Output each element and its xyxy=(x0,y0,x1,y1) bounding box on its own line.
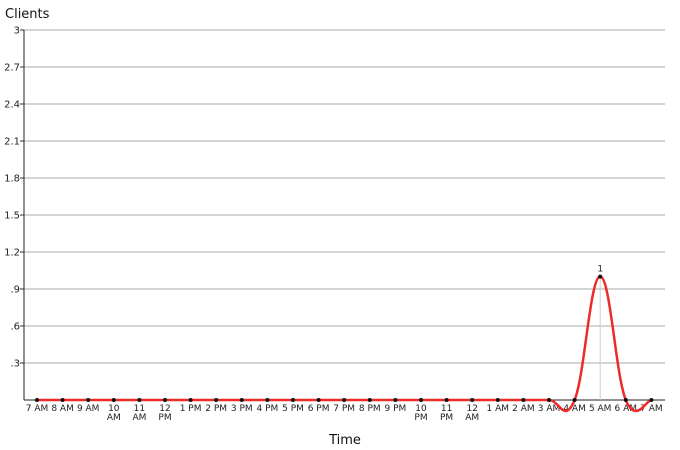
y-tick-label: 3 xyxy=(14,26,20,37)
x-tick-label: 7 AM xyxy=(26,404,49,414)
x-tick-label: 7 AM xyxy=(640,404,663,414)
y-tick-label: 2.7 xyxy=(4,63,20,74)
data-point xyxy=(572,398,577,402)
data-point xyxy=(291,398,295,402)
data-point xyxy=(495,398,500,402)
x-tick-label: 8 PM xyxy=(359,404,381,414)
data-point xyxy=(598,274,603,279)
x-tick-label: 11 AM xyxy=(132,404,146,423)
data-point xyxy=(60,398,65,402)
x-tick-label: 9 PM xyxy=(385,404,407,414)
data-point xyxy=(214,398,219,402)
y-tick-label: .3 xyxy=(10,359,20,370)
x-tick-label: 10 PM xyxy=(414,404,427,423)
data-label: 1 xyxy=(597,265,603,275)
data-point xyxy=(265,398,270,402)
y-axis-title: Clients xyxy=(5,7,50,22)
data-points xyxy=(35,274,654,402)
y-tick-label: 1.8 xyxy=(4,174,20,185)
x-tick-label: 6 AM xyxy=(615,404,638,414)
x-axis-title: Time xyxy=(329,433,361,448)
x-tick-label: 8 AM xyxy=(51,404,74,414)
x-tick-label: 5 PM xyxy=(282,404,304,414)
x-tick-label: 2 AM xyxy=(512,404,535,414)
data-point xyxy=(547,398,551,402)
data-point xyxy=(521,398,526,402)
x-tick-label: 2 PM xyxy=(205,404,227,414)
y-tick-labels: 3 2.7 2.4 2.1 1.8 1.5 1.2 .9 .6 .3 xyxy=(4,26,20,370)
data-point xyxy=(163,398,167,402)
data-point xyxy=(342,398,347,402)
x-tick-label: 10 AM xyxy=(107,404,121,423)
data-point xyxy=(239,398,244,402)
y-tick-label: 2.4 xyxy=(4,100,20,111)
x-tick-label: 12 PM xyxy=(158,404,171,423)
data-point xyxy=(393,398,398,402)
series-group xyxy=(37,275,652,413)
data-point xyxy=(444,398,449,402)
data-point xyxy=(111,398,116,402)
series-line xyxy=(37,275,652,413)
x-tick-label: 7 PM xyxy=(333,404,355,414)
x-tick-label: 9 AM xyxy=(77,404,100,414)
x-tick-label: 3 AM xyxy=(538,404,561,414)
data-point xyxy=(470,398,475,402)
y-tick-label: 2.1 xyxy=(4,137,20,148)
y-tick-label: .6 xyxy=(10,322,20,333)
y-tick-label: .9 xyxy=(10,285,20,296)
x-tick-label: 1 PM xyxy=(180,404,202,414)
data-labels: 1 xyxy=(597,265,603,275)
x-tick-label: 6 PM xyxy=(308,404,330,414)
y-tick-label: 1.2 xyxy=(4,248,20,259)
data-point xyxy=(316,398,321,402)
x-tick-label: 4 AM xyxy=(563,404,586,414)
data-point xyxy=(623,398,628,402)
data-point xyxy=(649,398,654,402)
data-point xyxy=(137,398,142,402)
x-tick-label: 1 AM xyxy=(487,404,510,414)
data-point xyxy=(367,398,372,402)
x-tick-label: 3 PM xyxy=(231,404,253,414)
data-point xyxy=(86,398,91,402)
y-tick-label: 1.5 xyxy=(4,211,20,222)
data-point xyxy=(419,398,423,402)
x-tick-label: 12 AM xyxy=(465,404,479,423)
x-tick-label: 5 AM xyxy=(589,404,612,414)
x-tick-label: 11 PM xyxy=(440,404,453,423)
data-point xyxy=(35,398,39,402)
grid-lines xyxy=(20,29,665,364)
x-tick-label: 4 PM xyxy=(257,404,279,414)
data-point xyxy=(188,398,193,402)
